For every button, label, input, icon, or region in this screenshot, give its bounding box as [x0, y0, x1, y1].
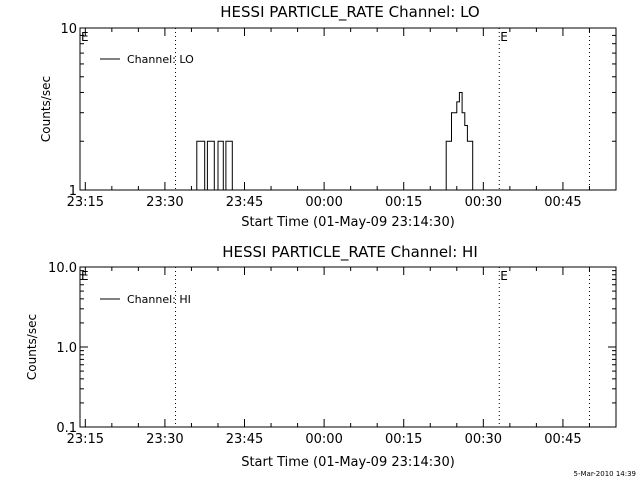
x-tick-label: 00:15 — [385, 195, 422, 210]
x-axis-ticks: 23:15 23:30 23:45 00:00 00:15 00:30 00:45 — [67, 267, 617, 447]
x-axis-ticks: 23:15 23:30 23:45 00:00 00:15 00:30 00:45 — [67, 28, 617, 210]
data-series — [80, 92, 616, 191]
x-axis-label: Start Time (01-May-09 23:14:30) — [241, 455, 455, 470]
chart-panel-lo: HESSI PARTICLE_RATE Channel: LO Counts/s… — [39, 3, 617, 230]
y-tick-label: 10.0 — [48, 261, 77, 276]
y-tick-label: 1 — [69, 184, 77, 199]
x-tick-label: 00:45 — [544, 195, 581, 210]
y-tick-label: 1.0 — [56, 341, 77, 356]
x-tick-label: 23:15 — [67, 432, 104, 447]
x-tick-label: 23:30 — [146, 432, 183, 447]
event-marker-label: E — [500, 30, 508, 44]
y-axis-ticks: 0.1 1.0 10.0 — [48, 261, 616, 436]
chart-title: HESSI PARTICLE_RATE Channel: LO — [220, 3, 479, 22]
x-tick-label: 00:30 — [465, 432, 502, 447]
plot-frame — [79, 266, 617, 428]
chart-title: HESSI PARTICLE_RATE Channel: HI — [222, 243, 478, 262]
x-tick-label: 00:00 — [305, 195, 342, 210]
x-tick-label: 00:30 — [465, 195, 502, 210]
x-tick-label: 23:30 — [146, 195, 183, 210]
event-marker-label: E — [81, 269, 89, 283]
y-axis-ticks: 1 10 — [60, 22, 616, 199]
y-tick-label: 10 — [60, 22, 77, 37]
y-tick-label: 0.1 — [56, 421, 77, 436]
legend-entry: Channel: HI — [127, 293, 191, 306]
y-axis-label: Counts/sec — [39, 76, 53, 142]
series-line — [80, 92, 616, 191]
event-marker-label: E — [500, 269, 508, 283]
event-marker-label: E — [81, 30, 89, 44]
x-tick-label: 00:00 — [305, 432, 342, 447]
x-tick-label: 23:45 — [226, 195, 263, 210]
x-tick-label: 23:15 — [67, 195, 104, 210]
timestamp: 5-Mar-2010 14:39 — [574, 470, 636, 478]
x-axis-label: Start Time (01-May-09 23:14:30) — [241, 215, 455, 230]
x-tick-label: 23:45 — [226, 432, 263, 447]
x-tick-label: 00:45 — [544, 432, 581, 447]
x-tick-label: 00:15 — [385, 432, 422, 447]
legend-entry: Channel: LO — [127, 53, 194, 66]
chart-panel-hi: HESSI PARTICLE_RATE Channel: HI Counts/s… — [25, 243, 617, 470]
y-axis-label: Counts/sec — [25, 314, 39, 380]
